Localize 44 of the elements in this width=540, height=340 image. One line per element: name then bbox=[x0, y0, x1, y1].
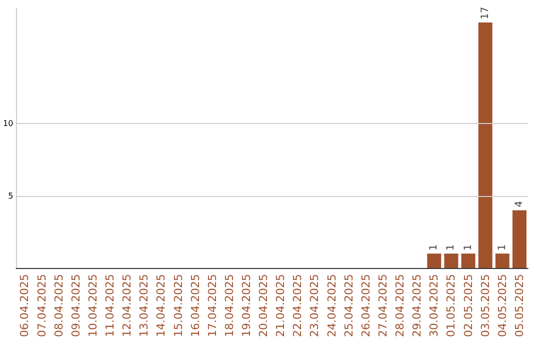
x-tick-label: 07.04.2025 bbox=[35, 274, 48, 338]
x-tick-label: 25.04.2025 bbox=[342, 274, 356, 338]
x-tick-label: 04.05.2025 bbox=[496, 274, 509, 338]
bar bbox=[461, 254, 476, 268]
x-tick-label: 02.05.2025 bbox=[462, 274, 475, 338]
x-tick-label: 01.05.2025 bbox=[444, 274, 458, 338]
bar bbox=[512, 210, 526, 268]
x-tick-label: 29.04.2025 bbox=[410, 274, 424, 338]
bar bbox=[444, 254, 458, 268]
x-tick-label: 30.04.2025 bbox=[428, 274, 441, 338]
x-tick-label: 23.04.2025 bbox=[308, 274, 322, 338]
data-label: 1 bbox=[496, 244, 508, 251]
x-tick-label: 06.04.2025 bbox=[18, 274, 32, 338]
x-tick-label: 15.04.2025 bbox=[172, 274, 185, 338]
data-label: 1 bbox=[446, 244, 457, 251]
x-tick-label: 14.04.2025 bbox=[154, 274, 168, 338]
bar bbox=[427, 254, 442, 268]
x-tick-label: 18.04.2025 bbox=[222, 274, 236, 338]
x-tick-label: 10.04.2025 bbox=[86, 274, 100, 338]
x-tick-label: 03.05.2025 bbox=[478, 274, 492, 338]
x-tick-label: 12.04.2025 bbox=[120, 274, 134, 338]
x-tick-label: 19.04.2025 bbox=[240, 274, 253, 338]
data-label: 1 bbox=[462, 244, 474, 251]
x-tick-label: 22.04.2025 bbox=[291, 274, 304, 338]
x-tick-label: 09.04.2025 bbox=[69, 274, 82, 338]
x-tick-label: 13.04.2025 bbox=[138, 274, 151, 338]
bar bbox=[495, 254, 510, 268]
x-tick-label: 26.04.2025 bbox=[359, 274, 372, 338]
x-tick-label: 28.04.2025 bbox=[394, 274, 407, 338]
y-tick-label: 10 bbox=[2, 119, 14, 128]
data-label: 1 bbox=[428, 244, 440, 251]
y-tick-label: 5 bbox=[8, 191, 14, 200]
x-tick-label: 20.04.2025 bbox=[257, 274, 270, 338]
x-tick-label: 17.04.2025 bbox=[206, 274, 219, 338]
x-tick-label: 08.04.2025 bbox=[52, 274, 66, 338]
x-tick-label: 21.04.2025 bbox=[274, 274, 288, 338]
x-tick-label: 05.05.2025 bbox=[512, 274, 526, 338]
bar bbox=[478, 22, 492, 268]
x-tick-label: 24.04.2025 bbox=[325, 274, 338, 338]
data-label: 4 bbox=[514, 200, 525, 208]
x-tick-label: 11.04.2025 bbox=[104, 274, 117, 338]
data-label: 17 bbox=[480, 6, 491, 20]
x-tick-label: 16.04.2025 bbox=[188, 274, 202, 338]
x-tick-label: 27.04.2025 bbox=[376, 274, 390, 338]
